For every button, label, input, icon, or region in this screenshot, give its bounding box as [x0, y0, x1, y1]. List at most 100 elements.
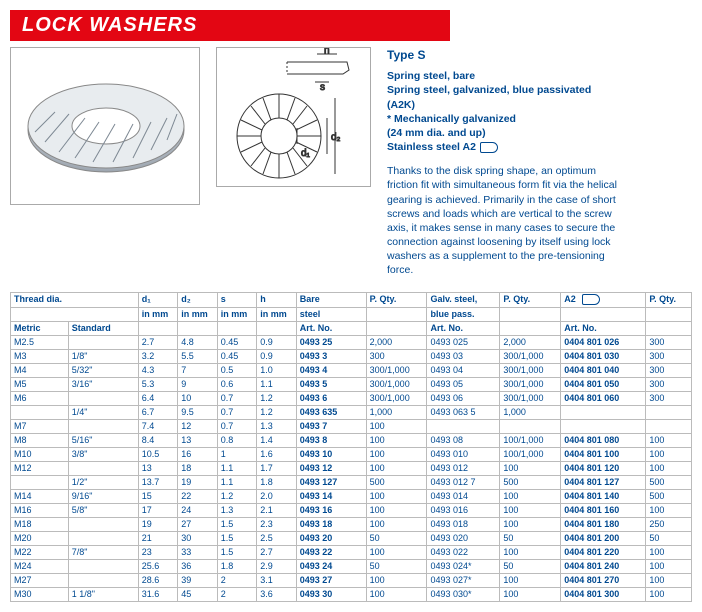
- table-cell: 0404 801 220: [561, 545, 646, 559]
- table-cell: 100: [366, 517, 427, 531]
- table-cell: 0493 6: [296, 391, 366, 405]
- table-cell: 22: [178, 489, 218, 503]
- col-header: [500, 321, 561, 335]
- table-cell: 9/16": [68, 489, 138, 503]
- table-cell: 100: [366, 461, 427, 475]
- table-cell: [68, 419, 138, 433]
- col-header: [366, 307, 427, 321]
- table-cell: 2.7: [257, 545, 297, 559]
- washer-diagram-box: h s d₂: [216, 47, 371, 187]
- table-cell: 0493 010: [427, 447, 500, 461]
- table-cell: 0.6: [217, 377, 257, 391]
- washer-photo-svg: [25, 72, 187, 182]
- col-header: [138, 321, 178, 335]
- table-cell: 12: [178, 419, 218, 433]
- table-cell: [68, 391, 138, 405]
- table-cell: 300: [646, 391, 692, 405]
- table-cell: 1.3: [217, 503, 257, 517]
- table-cell: 100: [500, 587, 561, 601]
- table-cell: 1.5: [217, 517, 257, 531]
- table-cell: 100: [500, 545, 561, 559]
- table-cell: 500: [500, 475, 561, 489]
- col-header: in mm: [178, 307, 218, 321]
- table-cell: 5.3: [138, 377, 178, 391]
- table-cell: 0.5: [217, 363, 257, 377]
- table-cell: 300: [646, 349, 692, 363]
- table-cell: 30: [178, 531, 218, 545]
- svg-text:s: s: [320, 82, 325, 93]
- table-cell: [68, 461, 138, 475]
- table-cell: M6: [11, 391, 69, 405]
- table-cell: 1: [217, 447, 257, 461]
- table-cell: 8.4: [138, 433, 178, 447]
- table-cell: 1.1: [217, 475, 257, 489]
- table-cell: 0493 24: [296, 559, 366, 573]
- table-cell: 2: [217, 573, 257, 587]
- table-cell: 300: [366, 349, 427, 363]
- col-header: P. Qty.: [500, 292, 561, 307]
- col-header: d₂: [178, 292, 218, 307]
- col-header: in mm: [138, 307, 178, 321]
- side-line-3: (24 mm dia. and up): [387, 126, 617, 140]
- table-cell: 0493 8: [296, 433, 366, 447]
- table-row: M1819271.52.30493 181000493 0181000404 8…: [11, 517, 692, 531]
- spec-table: Thread dia.d₁d₂shBareP. Qty.Galv. steel,…: [10, 292, 692, 602]
- table-cell: 0404 801 060: [561, 391, 646, 405]
- table-cell: 28.6: [138, 573, 178, 587]
- table-cell: 0493 14: [296, 489, 366, 503]
- table-cell: 100/1,000: [500, 447, 561, 461]
- col-header: Bare: [296, 292, 366, 307]
- table-cell: [11, 405, 69, 419]
- table-cell: 100: [500, 573, 561, 587]
- table-cell: 2,000: [500, 335, 561, 349]
- table-cell: [68, 573, 138, 587]
- table-cell: 1.1: [217, 461, 257, 475]
- table-cell: 2.5: [257, 531, 297, 545]
- table-cell: 15: [138, 489, 178, 503]
- table-cell: M30: [11, 587, 69, 601]
- table-cell: 24: [178, 503, 218, 517]
- table-row: M2.52.74.80.450.90493 252,0000493 0252,0…: [11, 335, 692, 349]
- table-cell: 0.7: [217, 405, 257, 419]
- table-cell: 1,000: [500, 405, 561, 419]
- table-cell: 0493 014: [427, 489, 500, 503]
- table-cell: 0493 18: [296, 517, 366, 531]
- table-cell: 2.9: [257, 559, 297, 573]
- table-cell: 0493 05: [427, 377, 500, 391]
- table-cell: 500: [366, 475, 427, 489]
- table-cell: 0404 801 200: [561, 531, 646, 545]
- table-cell: 100: [366, 587, 427, 601]
- table-cell: M7: [11, 419, 69, 433]
- svg-text:d₁: d₁: [301, 148, 311, 159]
- side-column: Type S Spring steel, bare Spring steel, …: [387, 47, 617, 278]
- table-cell: 0404 801 270: [561, 573, 646, 587]
- table-cell: 100: [366, 573, 427, 587]
- table-cell: 13.7: [138, 475, 178, 489]
- table-cell: 0.9: [257, 335, 297, 349]
- table-cell: 0.45: [217, 349, 257, 363]
- table-row: M149/16"15221.22.00493 141000493 0141000…: [11, 489, 692, 503]
- col-header: Art. No.: [561, 321, 646, 335]
- table-cell: 50: [500, 531, 561, 545]
- table-cell: 0493 4: [296, 363, 366, 377]
- table-cell: [561, 419, 646, 433]
- table-cell: 10: [178, 391, 218, 405]
- table-cell: 1.2: [257, 391, 297, 405]
- col-header: [217, 321, 257, 335]
- table-cell: 100: [366, 419, 427, 433]
- table-cell: M18: [11, 517, 69, 531]
- table-cell: 100/1,000: [500, 433, 561, 447]
- table-cell: 36: [178, 559, 218, 573]
- table-cell: 50: [366, 531, 427, 545]
- table-cell: 0404 801 100: [561, 447, 646, 461]
- table-cell: [427, 419, 500, 433]
- table-cell: M8: [11, 433, 69, 447]
- table-cell: 5/16": [68, 433, 138, 447]
- table-cell: 100: [500, 503, 561, 517]
- table-cell: 50: [500, 559, 561, 573]
- table-row: 1/2"13.7191.11.80493 1275000493 012 7500…: [11, 475, 692, 489]
- table-cell: 100: [500, 461, 561, 475]
- table-cell: 3/8": [68, 447, 138, 461]
- table-cell: 500: [646, 489, 692, 503]
- table-cell: 0404 801 127: [561, 475, 646, 489]
